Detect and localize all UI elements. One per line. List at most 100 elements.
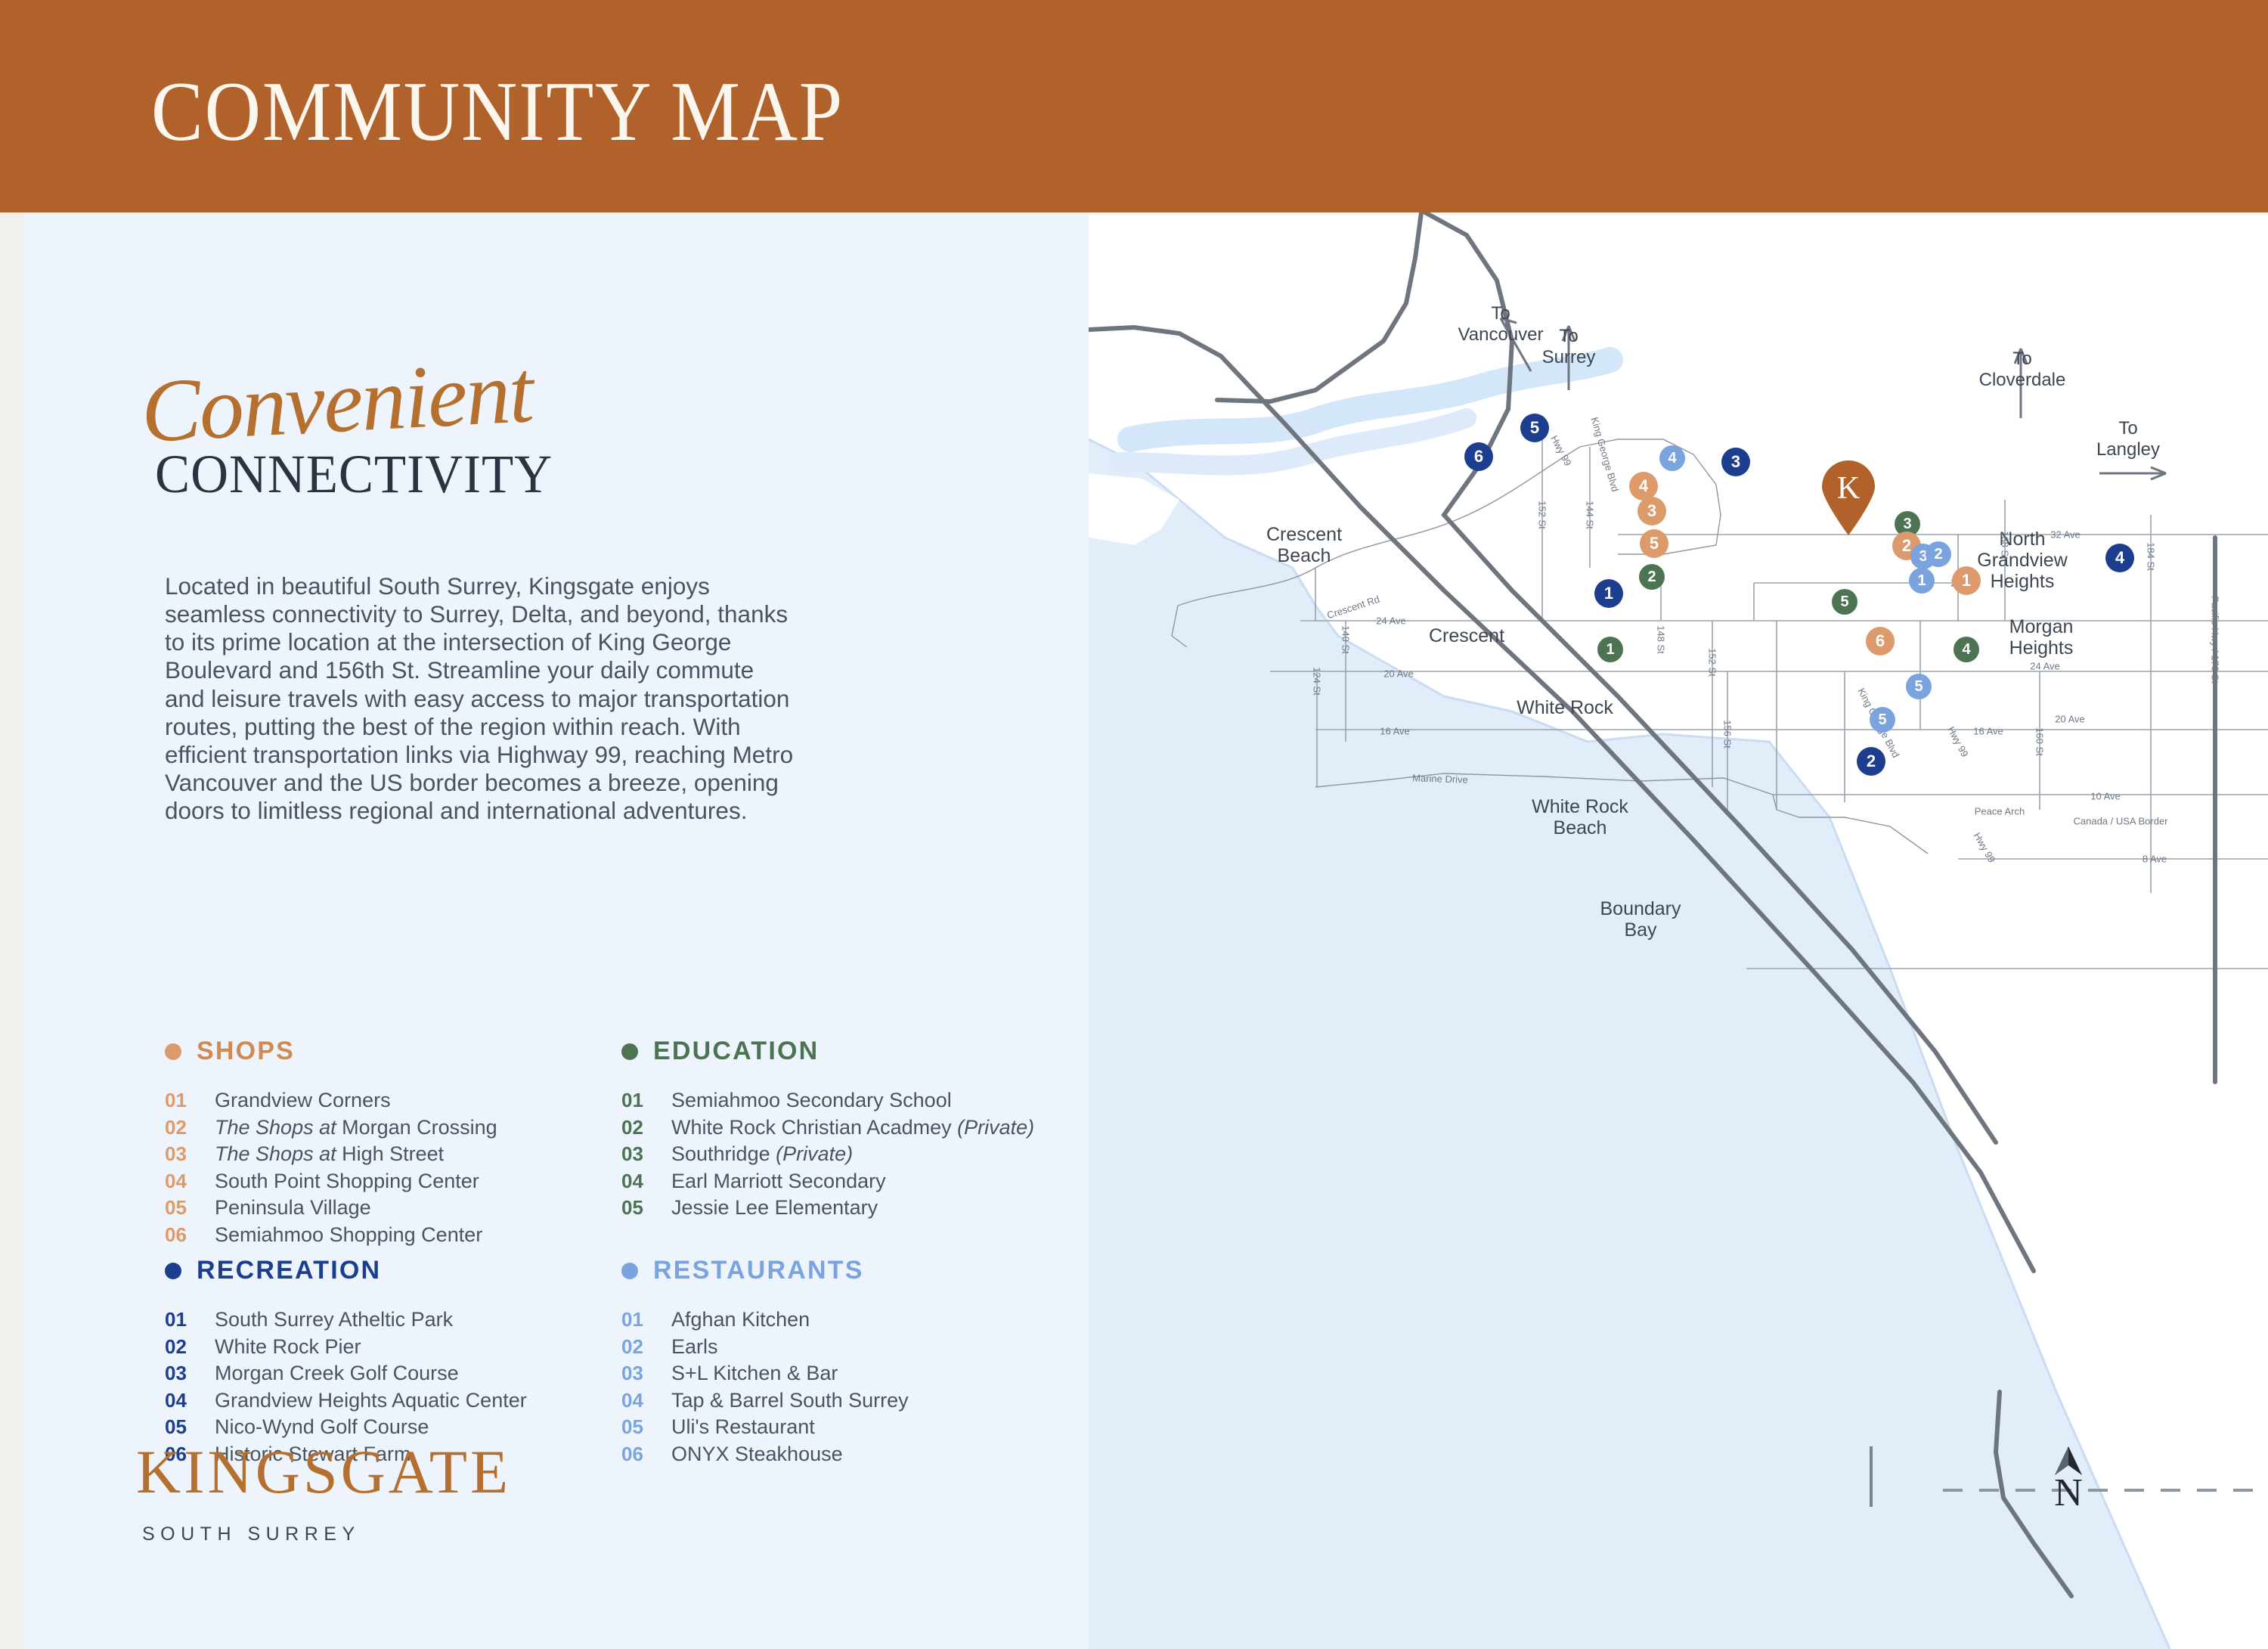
legend-item-label: Tap & Barrel South Surrey — [671, 1388, 909, 1412]
legend-item-label: Peninsula Village — [215, 1196, 371, 1219]
map-marker-recreation[interactable]: 3 — [1721, 448, 1750, 476]
map-marker-restaurants[interactable]: 2 — [1926, 541, 1951, 567]
page-header: COMMUNITY MAP — [0, 0, 2268, 212]
legend-item-label: Semiahmoo Secondary School — [671, 1089, 952, 1111]
legend-recreation-list: 01 South Surrey Atheltic Park 02 White Rock… — [165, 1308, 527, 1466]
map-street-label: 156 St — [1721, 720, 1734, 749]
map-direction-label: To Langley — [2096, 418, 2161, 460]
kingsgate-location-pin[interactable]: K — [1820, 460, 1876, 536]
legend-item-number: 02 — [165, 1334, 187, 1358]
legend-item-label: Uli's Restaurant — [671, 1415, 815, 1438]
intro-paragraph: Located in beautiful South Surrey, Kings… — [165, 572, 794, 825]
legend-item-number: 02 — [621, 1115, 643, 1139]
north-arrow-icon — [2055, 1446, 2082, 1475]
legend-item-label: Southridge (Private) — [671, 1142, 854, 1165]
legend-item-number: 02 — [621, 1334, 643, 1358]
map-marker-recreation[interactable]: 1 — [1594, 579, 1623, 608]
direction-arrows — [1499, 317, 2167, 481]
map-street-label: 160 St — [2034, 727, 2046, 756]
map-street-label: 124 St — [1311, 667, 1323, 696]
map-street-label: 184 St — [2145, 542, 2157, 571]
community-map[interactable]: N Crescent Beach Crescent North Grandview … — [1089, 212, 2268, 1649]
map-street-label: Pacific Hwy / 176 St — [2209, 596, 2221, 683]
legend-item: 04 Grandview Heights Aquatic Center — [165, 1389, 527, 1412]
bullet-dot-icon — [621, 1262, 638, 1279]
map-place-label: Boundary Bay — [1600, 898, 1681, 941]
legend-item-label: Nico-Wynd Golf Course — [215, 1415, 429, 1438]
map-marker-shops[interactable]: 5 — [1640, 529, 1668, 558]
map-marker-education[interactable]: 5 — [1832, 589, 1857, 615]
legend-item: 01 South Surrey Atheltic Park — [165, 1308, 527, 1331]
legend-recreation-title: RECREATION — [197, 1256, 382, 1285]
map-marker-recreation[interactable]: 5 — [1520, 414, 1549, 442]
map-street-label: Canada / USA Border — [2073, 815, 2168, 827]
map-marker-education[interactable]: 2 — [1639, 564, 1665, 590]
legend-item: 05 Jessie Lee Elementary — [621, 1196, 1034, 1220]
legend-restaurants: RESTAURANTS 01 Afghan Kitchen 02 Earls 03 S+L… — [621, 1256, 909, 1469]
legend-shops: SHOPS 01 Grandview Corners 02 The Shops at … — [165, 1037, 497, 1250]
map-marker-shops[interactable]: 1 — [1952, 566, 1981, 595]
map-marker-recreation[interactable]: 4 — [2105, 544, 2134, 572]
legend-item: 01 Semiahmoo Secondary School — [621, 1089, 1034, 1112]
legend-education-list: 01 Semiahmoo Secondary School 02 White Rock… — [621, 1089, 1034, 1220]
legend-item: 02 White Rock Christian Acadmey (Private) — [621, 1116, 1034, 1139]
map-street-label: 10 Ave — [2090, 790, 2121, 802]
legend-restaurants-list: 01 Afghan Kitchen 02 Earls 03 S+L Kitchen & B… — [621, 1308, 909, 1466]
legend-item-number: 04 — [621, 1169, 643, 1192]
legend-item: 06 ONYX Steakhouse — [621, 1443, 909, 1466]
map-street-label: 32 Ave — [2050, 528, 2081, 541]
legend-item: 04 Earl Marriott Secondary — [621, 1170, 1034, 1193]
map-street-label: 8 Ave — [2142, 853, 2167, 865]
map-marker-shops[interactable]: 6 — [1866, 627, 1895, 656]
map-street-label: 20 Ave — [1383, 668, 1414, 680]
legend-item-number: 05 — [165, 1196, 187, 1219]
map-marker-restaurants[interactable]: 5 — [1870, 707, 1895, 733]
map-marker-recreation[interactable]: 6 — [1464, 442, 1493, 471]
map-marker-education[interactable]: 4 — [1954, 637, 1979, 662]
map-direction-label: To Surrey — [1541, 326, 1596, 367]
legend-item-number: 02 — [165, 1115, 187, 1139]
map-pin-icon: K — [1822, 460, 1875, 535]
map-marker-shops[interactable]: 3 — [1637, 497, 1666, 525]
legend-item-number: 05 — [165, 1415, 187, 1438]
map-marker-shops[interactable]: 4 — [1629, 472, 1658, 501]
legend-item: 06 Semiahmoo Shopping Center — [165, 1223, 497, 1247]
map-marker-restaurants[interactable]: 4 — [1659, 445, 1685, 471]
legend-item-label: Grandview Heights Aquatic Center — [215, 1388, 527, 1412]
info-column: Convenient CONNECTIVITY Located in beaut… — [0, 212, 1134, 1649]
map-place-label: White Rock Beach — [1532, 796, 1628, 838]
map-marker-restaurants[interactable]: 5 — [1906, 674, 1932, 699]
map-place-label: Crescent Beach — [1266, 524, 1343, 566]
map-street-label: 148 St — [1655, 625, 1667, 654]
legend-education-header: EDUCATION — [621, 1037, 1034, 1066]
legend-item: 05 Peninsula Village — [165, 1196, 497, 1220]
legend-item-number: 05 — [621, 1415, 643, 1438]
legend-item-number: 06 — [165, 1223, 187, 1246]
legend-item: 02 Earls — [621, 1335, 909, 1359]
compass-north: N — [2049, 1445, 2088, 1513]
legend-item-number: 03 — [621, 1142, 643, 1165]
legend-item-label: Earls — [671, 1334, 718, 1358]
legend-education-title: EDUCATION — [653, 1037, 820, 1065]
map-street-label: 144 St — [1584, 501, 1596, 529]
legend-shops-header: SHOPS — [165, 1037, 497, 1066]
legend-item-label: White Rock Christian Acadmey (Private) — [671, 1115, 1035, 1139]
legend-item-label: Grandview Corners — [215, 1089, 391, 1111]
map-marker-education[interactable]: 1 — [1597, 637, 1623, 662]
map-street-label: Peace Arch — [1974, 805, 2025, 817]
left-edge-strip — [0, 212, 24, 1649]
page-title: COMMUNITY MAP — [151, 65, 844, 159]
legend-item-label: South Point Shopping Center — [215, 1169, 479, 1192]
map-marker-recreation[interactable]: 2 — [1857, 747, 1885, 776]
legend-item-label: Earl Marriott Secondary — [671, 1169, 886, 1192]
map-street-label: 16 Ave — [1380, 725, 1410, 737]
legend-item: 04 Tap & Barrel South Surrey — [621, 1389, 909, 1412]
legend-item: 01 Grandview Corners — [165, 1089, 497, 1112]
map-street-label: 152 St — [1706, 648, 1718, 677]
legend-item-label: ONYX Steakhouse — [671, 1442, 843, 1465]
map-marker-restaurants[interactable]: 1 — [1909, 568, 1935, 594]
map-place-label: White Rock — [1517, 697, 1613, 718]
legend-item: 04 South Point Shopping Center — [165, 1170, 497, 1193]
legend-item-number: 04 — [165, 1388, 187, 1412]
svg-text:K: K — [1837, 471, 1860, 506]
